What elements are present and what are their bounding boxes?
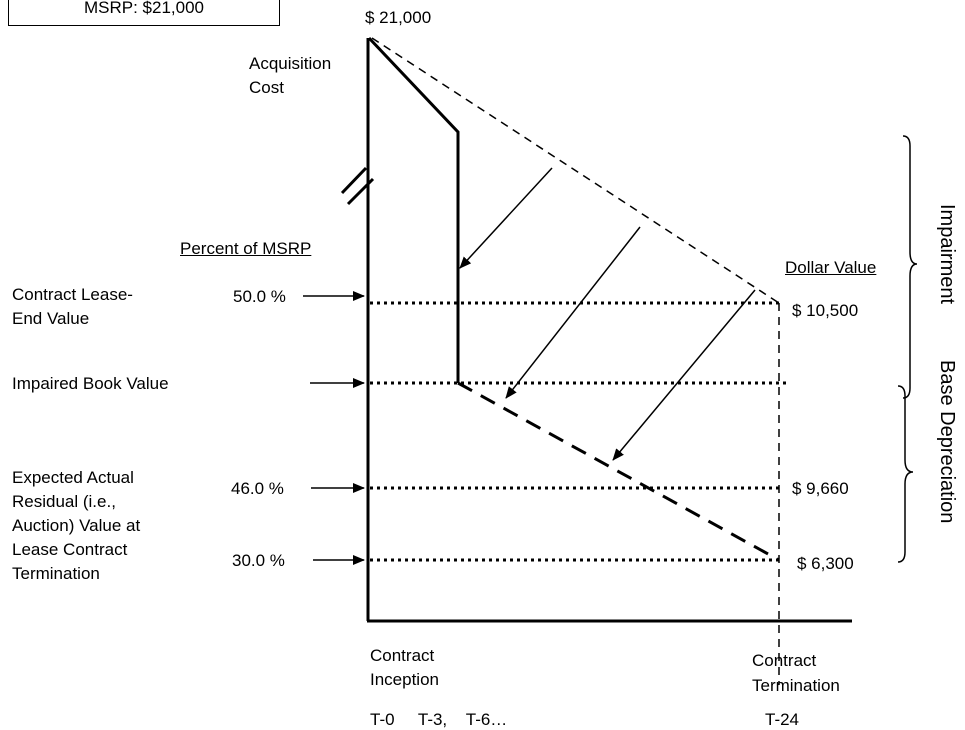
period-ticks-left: T-0 T-3, T-6… [370,710,508,729]
expected-actual-label-5: Termination [12,564,100,583]
impairment-arrow-3 [612,289,756,461]
contract-lease-end-dollar: $ 10,500 [792,301,859,320]
expected-actual-label-2: Residual (i.e., [12,492,116,511]
percent-of-msrp-header: Percent of MSRP [180,239,312,258]
impaired-book-value-path [367,36,460,383]
thirty-percent-value: 30.0 % [232,551,285,570]
expected-actual-label-3: Auction) Value at [12,516,141,535]
period-tick-right: T-24 [765,710,800,729]
impairment-arrow-2 [505,226,641,399]
contract-inception-label-2: Inception [370,670,439,689]
impaired-book-value-label: Impaired Book Value [12,374,169,393]
contract-lease-end-label-2: End Value [12,309,90,328]
expected-actual-dollar: $ 9,660 [792,479,849,498]
acquisition-cost-line-1: Acquisition [249,54,332,73]
impairment-arrow-1 [459,167,553,269]
axis-break-mark-2 [346,177,375,206]
expected-actual-label-1: Expected Actual [12,468,134,487]
thirty-percent-dollar: $ 6,300 [797,554,854,573]
axis-break-mark-1 [340,166,368,195]
base-depreciation-dashed-line [371,37,780,304]
contract-termination-label-2: Termination [752,676,840,695]
top-dollar-value: $ 21,000 [365,8,432,27]
base-depreciation-label: Base Depreciation [936,360,958,524]
msrp-box: MSRP: $21,000 [8,0,280,26]
contract-termination-label-1: Contract [752,651,817,670]
expected-actual-percent: 46.0 % [231,479,284,498]
impaired-depreciation-dashed-line [457,381,780,562]
expected-actual-label-4: Lease Contract [12,540,128,559]
base-depreciation-brace [897,385,914,563]
acquisition-cost-line-2: Cost [249,78,284,97]
impairment-label: Impairment [936,204,958,305]
contract-inception-label-1: Contract [370,646,435,665]
impairment-brace [902,135,918,399]
contract-lease-end-label-1: Contract Lease- [12,285,133,304]
contract-lease-end-percent: 50.0 % [233,287,286,306]
dollar-value-header: Dollar Value [785,258,877,277]
